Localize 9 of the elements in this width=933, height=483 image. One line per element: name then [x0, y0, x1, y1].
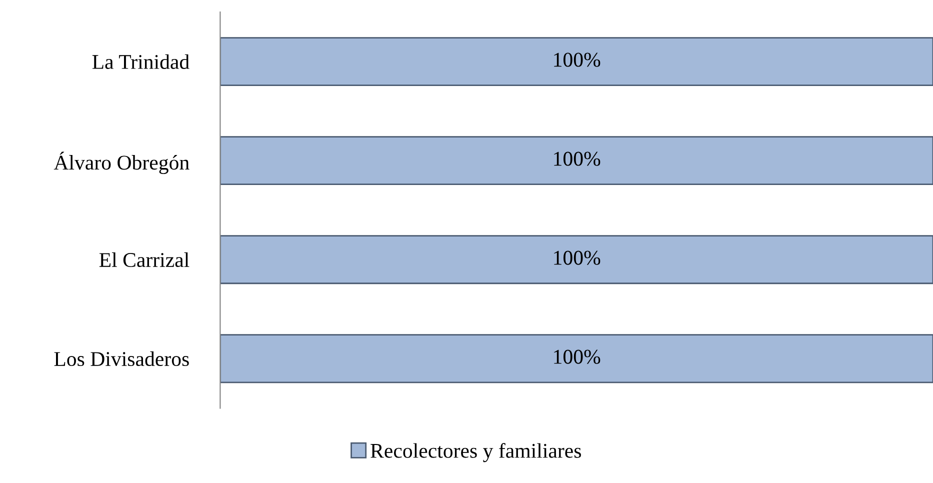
y-tick-label: Álvaro Obregón — [54, 152, 190, 174]
data-label: 100% — [554, 250, 600, 265]
legend-label: Recolectores y familiares — [370, 443, 581, 462]
data-label: 100% — [554, 52, 600, 67]
y-tick-label: El Carrizal — [99, 252, 190, 268]
y-tick-label: La Trinidad — [92, 54, 190, 70]
data-label: 100% — [554, 350, 600, 364]
data-label: 100% — [554, 152, 600, 166]
y-tick-label: Los Divisaderos — [54, 351, 189, 366]
